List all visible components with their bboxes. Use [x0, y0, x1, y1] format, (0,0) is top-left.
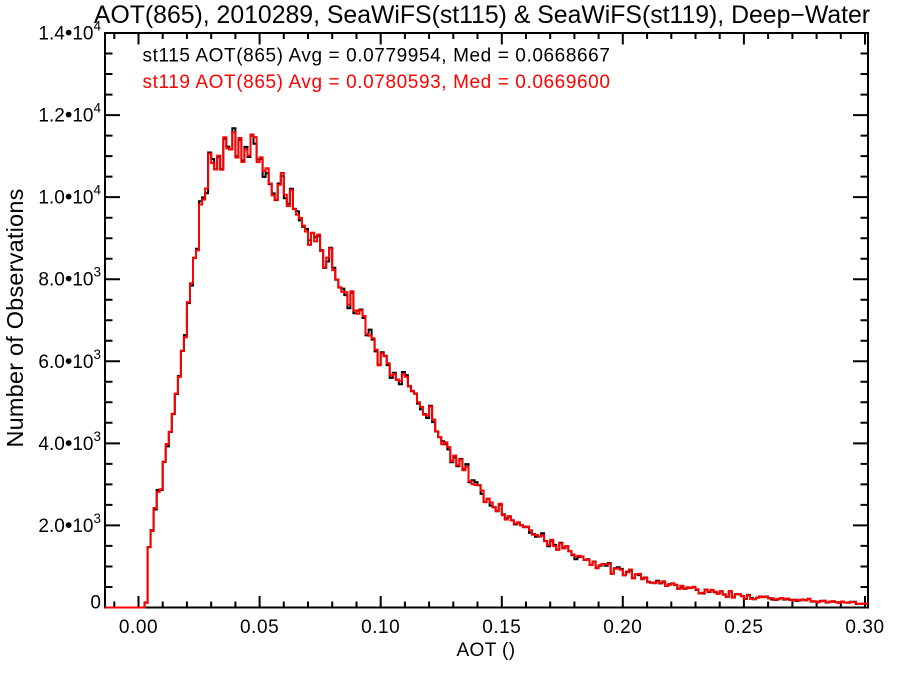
svg-text:0.20: 0.20 — [603, 617, 642, 638]
svg-text:1.4•104: 1.4•104 — [38, 19, 101, 45]
svg-text:0.05: 0.05 — [240, 617, 279, 638]
svg-text:1.0•104: 1.0•104 — [38, 183, 101, 209]
svg-text:0.15: 0.15 — [482, 617, 521, 638]
svg-text:Number of Observations: Number of Observations — [2, 188, 28, 447]
svg-text:4.0•103: 4.0•103 — [38, 429, 101, 455]
svg-text:0.30: 0.30 — [845, 617, 884, 638]
svg-text:8.0•103: 8.0•103 — [38, 265, 101, 291]
svg-text:2.0•103: 2.0•103 — [38, 511, 101, 537]
svg-text:0: 0 — [90, 593, 101, 614]
svg-text:st119 AOT(865) Avg = 0.0780593: st119 AOT(865) Avg = 0.0780593, Med = 0.… — [143, 72, 611, 93]
svg-text:0.10: 0.10 — [361, 617, 400, 638]
svg-text:AOT(865), 2010289, SeaWiFS(st1: AOT(865), 2010289, SeaWiFS(st115) & SeaW… — [94, 2, 870, 29]
svg-text:0.25: 0.25 — [724, 617, 763, 638]
svg-text:st115 AOT(865) Avg = 0.0779954: st115 AOT(865) Avg = 0.0779954, Med = 0.… — [143, 46, 611, 67]
svg-text:6.0•103: 6.0•103 — [38, 347, 101, 373]
svg-text:0.00: 0.00 — [119, 617, 158, 638]
svg-text:AOT (): AOT () — [456, 640, 515, 661]
svg-text:1.2•104: 1.2•104 — [38, 101, 101, 127]
